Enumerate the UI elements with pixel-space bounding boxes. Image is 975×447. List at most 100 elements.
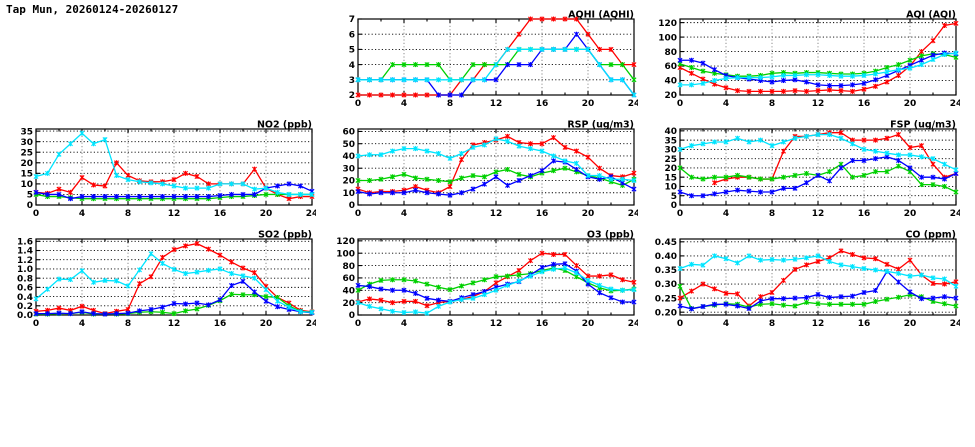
svg-text:3: 3 <box>349 76 355 86</box>
svg-text:0: 0 <box>349 201 355 211</box>
svg-text:0.25: 0.25 <box>655 294 677 304</box>
svg-text:30: 30 <box>342 164 355 174</box>
svg-text:120: 120 <box>658 19 677 29</box>
svg-text:40: 40 <box>664 77 677 87</box>
svg-text:12: 12 <box>812 99 825 109</box>
svg-text:CO (ppm): CO (ppm) <box>905 230 956 241</box>
svg-text:16: 16 <box>536 209 549 219</box>
svg-text:25: 25 <box>664 155 677 165</box>
panel-aqhi: 2 3 4 5 6 7 0 4 8 12 16 20 24 AQHI (AQHI) <box>330 10 638 110</box>
svg-text:40: 40 <box>664 127 677 137</box>
svg-text:20: 20 <box>342 177 355 187</box>
svg-text:10: 10 <box>342 189 355 199</box>
svg-text:24: 24 <box>306 319 316 329</box>
svg-text:20: 20 <box>20 159 33 169</box>
svg-text:4: 4 <box>401 99 407 109</box>
svg-text:0: 0 <box>33 319 39 329</box>
svg-text:0: 0 <box>33 209 39 219</box>
svg-text:0: 0 <box>671 201 677 211</box>
svg-text:4: 4 <box>349 61 355 71</box>
svg-text:5: 5 <box>27 191 33 201</box>
svg-text:12: 12 <box>490 319 503 329</box>
svg-text:60: 60 <box>342 128 355 138</box>
svg-text:30: 30 <box>664 146 677 156</box>
svg-text:0: 0 <box>677 319 683 329</box>
svg-text:40: 40 <box>342 286 355 296</box>
svg-text:0.30: 0.30 <box>655 280 677 290</box>
svg-text:24: 24 <box>628 319 638 329</box>
panel-o3: 0 20 40 60 80 100 120 0 4 8 12 16 20 24 O3 (ppb) <box>330 230 638 330</box>
svg-text:20: 20 <box>904 99 917 109</box>
svg-text:10: 10 <box>20 180 33 190</box>
svg-text:16: 16 <box>858 209 871 219</box>
svg-text:100: 100 <box>336 249 355 259</box>
svg-text:O3 (ppb): O3 (ppb) <box>587 230 634 241</box>
svg-text:0.20: 0.20 <box>655 308 677 318</box>
svg-text:2: 2 <box>349 91 355 101</box>
svg-text:35: 35 <box>20 127 33 137</box>
svg-text:12: 12 <box>168 319 181 329</box>
svg-text:120: 120 <box>336 237 355 247</box>
svg-text:0.0: 0.0 <box>17 311 33 321</box>
svg-text:0.2: 0.2 <box>17 302 33 312</box>
svg-text:0: 0 <box>677 99 683 109</box>
svg-text:10: 10 <box>664 183 677 193</box>
svg-text:8: 8 <box>769 319 775 329</box>
svg-text:1.6: 1.6 <box>17 238 33 248</box>
svg-text:8: 8 <box>125 319 131 329</box>
svg-text:0: 0 <box>355 99 361 109</box>
svg-text:20: 20 <box>664 91 677 101</box>
svg-text:16: 16 <box>536 99 549 109</box>
svg-text:0.35: 0.35 <box>655 266 677 276</box>
svg-text:60: 60 <box>664 62 677 72</box>
svg-text:4: 4 <box>79 319 85 329</box>
svg-text:4: 4 <box>79 209 85 219</box>
svg-text:AQI (AQI): AQI (AQI) <box>906 10 956 21</box>
svg-text:NO2 (ppb): NO2 (ppb) <box>257 120 312 131</box>
svg-text:20: 20 <box>260 209 273 219</box>
svg-text:RSP (ug/m3): RSP (ug/m3) <box>567 120 634 131</box>
svg-text:12: 12 <box>168 209 181 219</box>
svg-text:16: 16 <box>536 319 549 329</box>
svg-text:8: 8 <box>769 99 775 109</box>
svg-text:FSP (ug/m3): FSP (ug/m3) <box>890 120 956 131</box>
svg-text:24: 24 <box>628 209 638 219</box>
svg-text:50: 50 <box>342 140 355 150</box>
svg-text:100: 100 <box>658 33 677 43</box>
svg-text:0.45: 0.45 <box>655 238 677 248</box>
svg-text:15: 15 <box>664 173 677 183</box>
svg-text:20: 20 <box>904 319 917 329</box>
svg-text:24: 24 <box>628 99 638 109</box>
svg-text:30: 30 <box>20 138 33 148</box>
svg-text:4: 4 <box>401 319 407 329</box>
svg-text:40: 40 <box>342 152 355 162</box>
svg-text:20: 20 <box>582 319 595 329</box>
svg-text:20: 20 <box>582 99 595 109</box>
svg-text:0.8: 0.8 <box>17 274 33 284</box>
svg-text:0.6: 0.6 <box>17 284 33 294</box>
svg-text:6: 6 <box>349 30 355 40</box>
svg-text:4: 4 <box>723 209 729 219</box>
svg-text:0: 0 <box>677 209 683 219</box>
svg-text:7: 7 <box>349 15 355 25</box>
panel-aqi: 20 40 60 80 100 120 0 4 8 12 16 20 24 AQI (AQI) <box>652 10 960 110</box>
svg-text:20: 20 <box>342 299 355 309</box>
svg-text:35: 35 <box>664 136 677 146</box>
svg-text:24: 24 <box>950 99 960 109</box>
svg-text:0.40: 0.40 <box>655 252 677 262</box>
panel-fsp: 0 5 10 15 20 25 30 35 40 0 4 8 12 16 20 24 FSP (ug/m3) <box>652 120 960 220</box>
svg-text:4: 4 <box>401 209 407 219</box>
svg-text:24: 24 <box>306 209 316 219</box>
svg-text:8: 8 <box>125 209 131 219</box>
svg-text:24: 24 <box>950 209 960 219</box>
svg-text:5: 5 <box>349 46 355 56</box>
svg-text:20: 20 <box>664 164 677 174</box>
svg-text:16: 16 <box>214 319 227 329</box>
svg-text:20: 20 <box>904 209 917 219</box>
svg-text:0: 0 <box>27 201 33 211</box>
svg-text:5: 5 <box>671 192 677 202</box>
panel-rsp: 0 10 20 30 40 50 60 0 4 8 12 16 20 24 RSP (ug/m3) <box>330 120 638 220</box>
svg-text:12: 12 <box>490 99 503 109</box>
svg-text:SO2 (ppb): SO2 (ppb) <box>258 230 312 241</box>
svg-text:0.4: 0.4 <box>17 293 33 303</box>
